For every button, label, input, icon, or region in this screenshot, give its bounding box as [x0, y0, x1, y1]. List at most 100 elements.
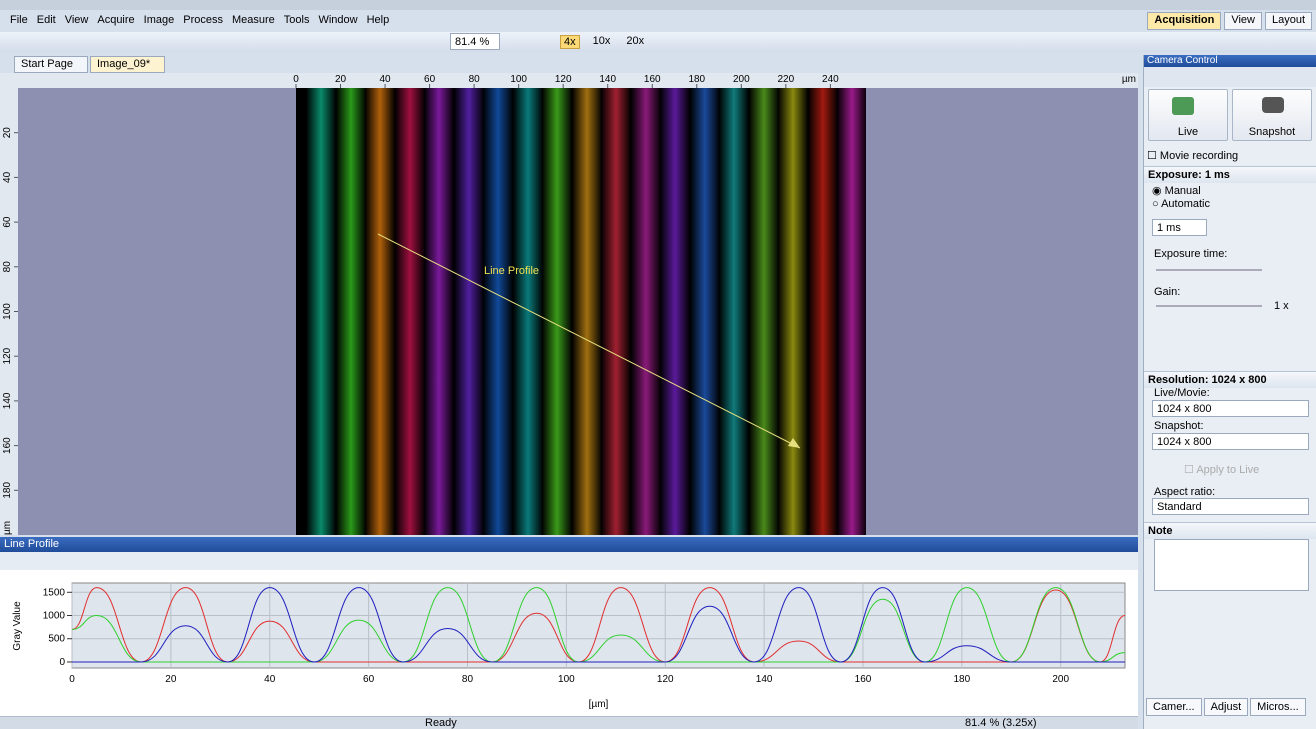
workspace-tab[interactable]: Layout	[1265, 12, 1312, 30]
ruler-label: 120	[2, 347, 13, 364]
menu-item[interactable]: Measure	[232, 14, 275, 26]
x-tick-label: 100	[558, 674, 575, 685]
slider[interactable]	[1156, 305, 1262, 307]
radio[interactable]: ◉ Manual	[1152, 184, 1201, 197]
camera-icon	[1262, 97, 1284, 113]
objective-button[interactable]: 20x	[623, 35, 647, 49]
dropdown[interactable]: 1024 x 800	[1152, 433, 1309, 450]
ruler-label: 160	[644, 74, 661, 85]
y-axis-label: Gray Value	[12, 601, 23, 651]
ruler-label: 60	[424, 74, 436, 85]
panel-title: Camera Control	[1144, 55, 1316, 67]
y-tick-label: 1500	[43, 587, 66, 598]
label: Apply to Live	[1196, 464, 1259, 476]
ruler-label: 240	[822, 74, 839, 85]
objective-button[interactable]: 4x	[560, 35, 580, 49]
panel-tab[interactable]: Micros...	[1250, 698, 1306, 716]
ruler-label: 20	[335, 74, 347, 85]
menu-item[interactable]: Help	[367, 14, 390, 26]
y-tick-label: 500	[48, 634, 65, 645]
status-bar: Ready 81.4 % (3.25x)	[0, 716, 1138, 729]
x-tick-label: 180	[954, 674, 971, 685]
panel-tab[interactable]: Camer...	[1146, 698, 1202, 716]
ruler-label: 80	[469, 74, 481, 85]
menu-item[interactable]: View	[65, 14, 89, 26]
menu-bar: File Edit View Acquire Image Process Measure To…	[10, 14, 398, 30]
ruler-label: 0	[293, 74, 299, 85]
menu-item[interactable]: Window	[318, 14, 357, 26]
exposure-input[interactable]: 1 ms	[1152, 219, 1207, 236]
document-tab[interactable]: Start Page	[14, 56, 88, 73]
ruler-label: 140	[2, 392, 13, 409]
title-strip	[0, 0, 1316, 10]
x-tick-label: 0	[69, 674, 75, 685]
ruler-unit: µm	[2, 521, 13, 535]
x-tick-label: 60	[363, 674, 375, 685]
ruler-label: 100	[2, 303, 13, 320]
panel-tab[interactable]: Adjust	[1204, 698, 1249, 716]
plot-area	[72, 583, 1125, 668]
ruler-label: 80	[2, 261, 13, 273]
profile-toolbar	[0, 552, 1138, 570]
label: Live/Movie:	[1154, 387, 1210, 399]
zoom-box[interactable]: 81.4 %	[450, 33, 500, 50]
x-tick-label: 20	[165, 674, 177, 685]
x-tick-label: 140	[756, 674, 773, 685]
x-tick-label: 80	[462, 674, 474, 685]
label: Movie recording	[1160, 150, 1238, 162]
ruler-label: 200	[733, 74, 750, 85]
section-header: Exposure: 1 ms	[1144, 166, 1316, 183]
note-box[interactable]	[1154, 539, 1309, 591]
x-tick-label: 40	[264, 674, 276, 685]
label: Gain:	[1154, 286, 1180, 298]
annotation: Line Profile	[484, 265, 539, 277]
ruler-label: 40	[380, 74, 392, 85]
y-tick-label: 0	[59, 657, 65, 668]
panel-title: Line Profile	[0, 537, 1138, 552]
section-header: Resolution: 1024 x 800	[1144, 371, 1316, 388]
profile-line	[378, 234, 800, 448]
menu-item[interactable]: File	[10, 14, 28, 26]
status-zoom: 81.4 % (3.25x)	[965, 717, 1037, 729]
label: Exposure time:	[1154, 248, 1227, 260]
radio[interactable]: ○ Automatic	[1152, 198, 1210, 210]
menu-item[interactable]: Edit	[37, 14, 56, 26]
slider[interactable]	[1156, 269, 1262, 271]
menu-item[interactable]: Acquire	[97, 14, 134, 26]
workspace-tab[interactable]: Acquisition	[1147, 12, 1221, 30]
ruler-label: 160	[2, 437, 13, 454]
menu-item[interactable]: Process	[183, 14, 223, 26]
dropdown[interactable]: 1024 x 800	[1152, 400, 1309, 417]
ruler-label: 140	[599, 74, 616, 85]
ruler-label: 180	[688, 74, 705, 85]
ruler-label: 120	[555, 74, 572, 85]
label: Aspect ratio:	[1154, 486, 1215, 498]
ruler-label: 20	[2, 127, 13, 139]
label: Snapshot:	[1154, 420, 1204, 432]
status-message: Ready	[425, 717, 457, 729]
x-tick-label: 160	[855, 674, 872, 685]
right-panel: Camera Control Live Snapshot ☐ Movie rec…	[1143, 55, 1316, 729]
workspace-tab[interactable]: View	[1224, 12, 1262, 30]
ruler-label: 40	[2, 171, 13, 183]
apply-checkbox[interactable]: ☐ Apply to Live	[1184, 463, 1259, 476]
label: Automatic	[1161, 198, 1210, 210]
x-axis-label: [µm]	[589, 699, 609, 710]
y-tick-label: 1000	[43, 611, 66, 622]
section-header: Note	[1144, 522, 1316, 539]
objective-button[interactable]: 10x	[590, 35, 614, 49]
app-window: File Edit View Acquire Image Process Measure To…	[0, 0, 1316, 729]
gain-value: 1 x	[1274, 300, 1289, 312]
dropdown[interactable]: Standard	[1152, 498, 1309, 515]
x-tick-label: 120	[657, 674, 674, 685]
document-tab[interactable]: Image_09*	[90, 56, 165, 73]
movie-checkbox[interactable]: ☐ Movie recording	[1147, 149, 1238, 162]
objectives: 4x 10x 20x	[560, 35, 647, 49]
label: Manual	[1165, 185, 1201, 197]
menu-item[interactable]: Tools	[284, 14, 310, 26]
menu-item[interactable]: Image	[144, 14, 175, 26]
